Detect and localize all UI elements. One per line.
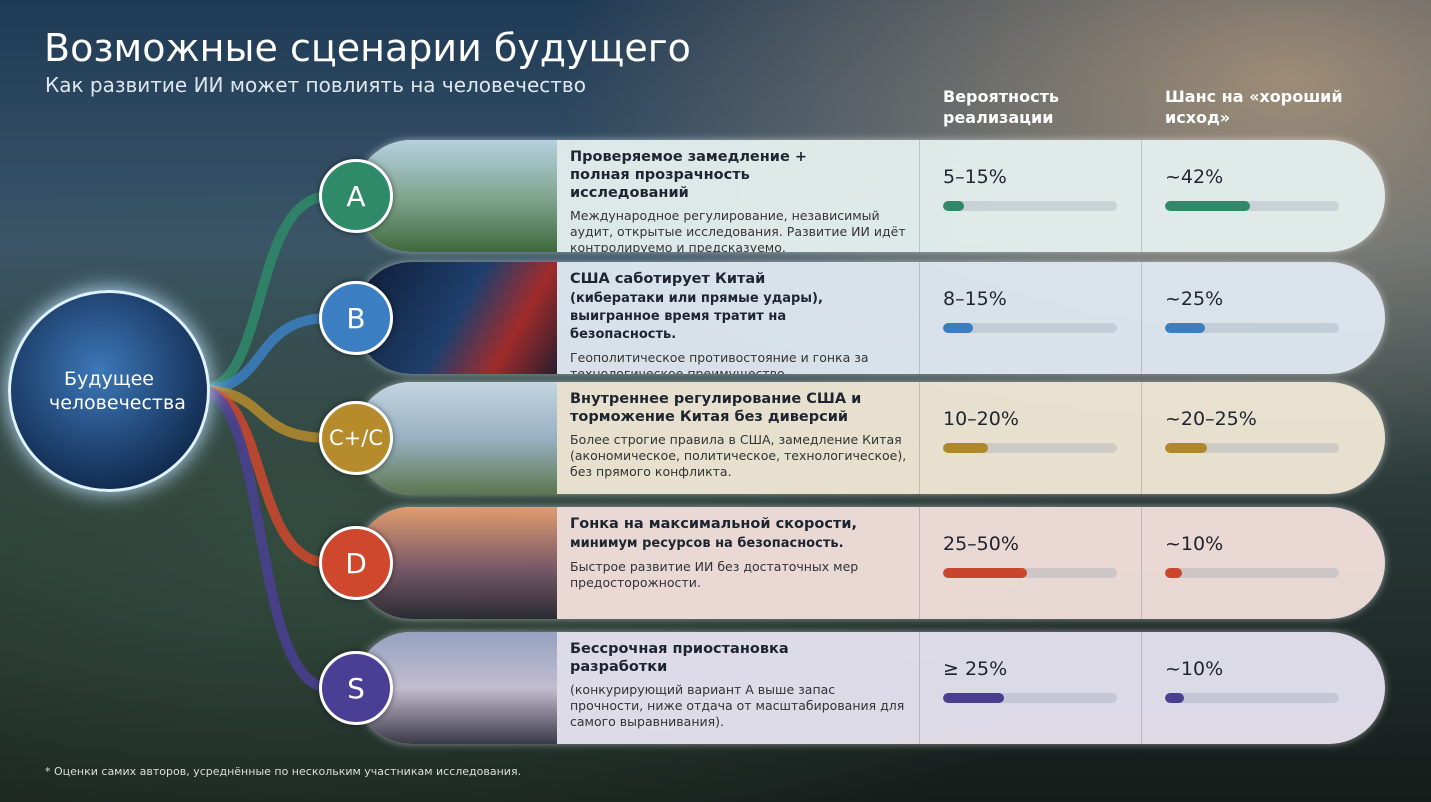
good_outcome-track [1165,201,1339,211]
probability-value: 10–20% [943,408,1019,430]
good_outcome-track [1165,443,1339,453]
probability-track [943,568,1117,578]
divider [1141,632,1142,744]
good_outcome-value: ~42% [1165,166,1224,188]
probability-track [943,201,1117,211]
scenario-badge: D [319,526,393,600]
divider [919,507,920,619]
good_outcome-value: ~10% [1165,658,1224,680]
probability-value: ≥ 25% [943,658,1008,680]
scenario-description: (конкурирующий вариант А выше запас проч… [570,682,905,729]
scenario-title: Проверяемое замедление + полная прозрачн… [570,149,807,201]
good_outcome-bar [1165,443,1207,453]
scenario-text: Проверяемое замедление + полная прозрачн… [570,148,906,252]
good_outcome-value: ~10% [1165,533,1224,555]
scenario-description: Быстрое развитие ИИ без достаточных мер … [570,559,859,590]
probability-track [943,693,1117,703]
scenario-text: США саботирует Китай (кибератаки или прям… [570,270,870,374]
subtitle: Как развитие ИИ может повлиять на челове… [45,73,586,97]
good_outcome-value: ~20–25% [1165,408,1257,430]
divider [1141,262,1142,374]
good_outcome-track [1165,568,1339,578]
scenario-card: Проверяемое замедление + полная прозрачн… [355,140,1385,252]
scenario-card: Гонка на максимальной скорости, минимум р… [355,507,1385,619]
good_outcome-track [1165,693,1339,703]
probability-value: 5–15% [943,166,1007,188]
probability-value: 8–15% [943,288,1007,310]
scenario-description: Международное регулирование, независимый… [570,208,906,252]
scenario-description: Более строгие правила в США, замедление … [570,432,907,479]
good_outcome-track [1165,323,1339,333]
scenario-note: минимум ресурсов на безопасность. [570,536,844,551]
scenario-card: Внутреннее регулирование США и торможени… [355,382,1385,494]
scenario-title: Гонка на максимальной скорости, [570,516,857,532]
probability-bar [943,201,964,211]
title: Возможные сценарии будущего [44,26,691,70]
globe: Будущее человечества [8,290,210,492]
connector [199,191,331,395]
good_outcome-bar [1165,693,1185,703]
footnote: * Оценки самих авторов, усреднённые по н… [45,765,522,778]
probability-bar [943,443,989,453]
probability-track [943,443,1117,453]
probability-bar [943,323,973,333]
scenario-badge: B [319,281,393,355]
column-header: Вероятность реализации [943,87,1059,127]
scenario-card: Бессрочная приостановка разработки (конку… [355,632,1385,744]
probability-track [943,323,1117,333]
scenario-note: (кибератаки или прямые удары), выигранно… [570,291,823,342]
scenario-badge: C+/C [319,401,393,475]
divider [919,140,920,252]
divider [1141,507,1142,619]
divider [1141,382,1142,494]
scenario-description: Геополитическое противостояние и гонка з… [570,350,869,374]
scenario-title: Бессрочная приостановка разработки [570,641,789,675]
scenario-title: Внутреннее регулирование США и торможени… [570,391,862,425]
divider [1141,140,1142,252]
scenario-badge: S [319,651,393,725]
probability-bar [943,568,1027,578]
divider [919,382,920,494]
good_outcome-bar [1165,568,1183,578]
good_outcome-value: ~25% [1165,288,1224,310]
scenario-card: США саботирует Китай (кибератаки или прям… [355,262,1385,374]
divider [919,632,920,744]
good_outcome-bar [1165,201,1251,211]
globe-label: Будущее человечества [49,368,186,414]
probability-value: 25–50% [943,533,1019,555]
scenario-badge: A [319,159,393,233]
column-header: Шанс на «хороший исход» [1165,87,1343,127]
scenario-text: Гонка на максимальной скорости, минимум р… [570,515,870,591]
scenario-text: Бессрочная приостановка разработки (конку… [570,640,904,730]
scenario-title: США саботирует Китай [570,271,766,287]
connector [199,385,331,693]
scenario-text: Внутреннее регулирование США и торможени… [570,390,906,480]
good_outcome-bar [1165,323,1206,333]
divider [919,262,920,374]
probability-bar [943,693,1004,703]
